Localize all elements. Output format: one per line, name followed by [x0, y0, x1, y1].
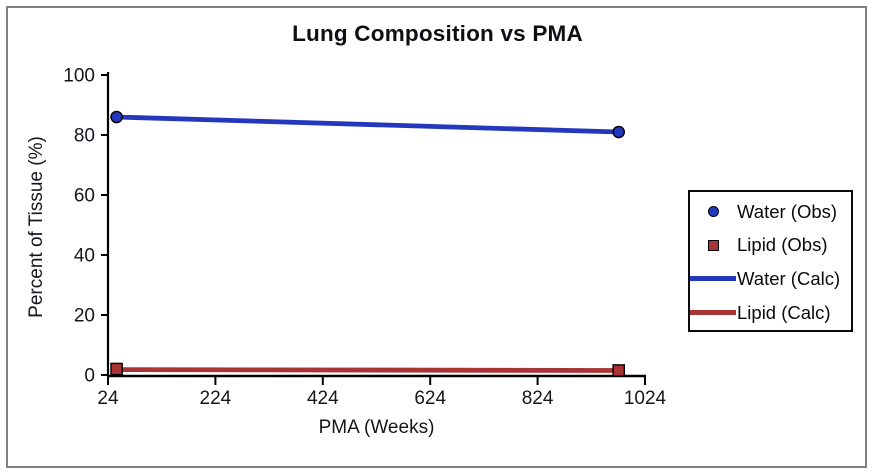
legend-item-water-calc: Water (Calc) — [690, 262, 851, 296]
x-tick-label: 624 — [414, 388, 446, 409]
y-axis-label: Percent of Tissue (%) — [26, 136, 47, 318]
legend-item-lipid-obs: Lipid (Obs) — [690, 229, 851, 263]
y-tick-label: 60 — [74, 186, 95, 207]
x-tick-label: 224 — [200, 388, 232, 409]
x-axis-label: PMA (Weeks) — [318, 417, 435, 438]
legend-line-swatch — [690, 276, 737, 282]
y-tick-label: 0 — [84, 366, 95, 387]
x-tick-label: 824 — [522, 388, 554, 409]
legend-line-swatch — [690, 310, 737, 316]
data-point-lipid-obs — [612, 364, 625, 377]
data-point-water-obs — [612, 125, 625, 139]
x-tick-label: 24 — [97, 388, 119, 409]
legend-label: Water (Calc) — [737, 267, 841, 289]
square-marker-icon — [708, 239, 719, 251]
legend-label: Lipid (Obs) — [737, 234, 828, 256]
legend-item-lipid-calc: Lipid (Calc) — [690, 296, 851, 330]
line-marker-icon — [690, 276, 736, 282]
x-tick-label: 424 — [307, 388, 339, 409]
legend-circle-icon — [690, 206, 737, 218]
x-tick-label: 1024 — [624, 388, 667, 409]
legend-item-water-obs: Water (Obs) — [690, 195, 851, 229]
legend-label: Lipid (Calc) — [737, 301, 831, 323]
chart-title: Lung Composition vs PMA — [292, 21, 583, 46]
series-line-water-calc — [114, 114, 622, 135]
legend-square-icon — [690, 239, 737, 251]
series-line-lipid-calc — [114, 367, 622, 373]
y-tick-label: 40 — [74, 246, 95, 267]
y-tick-label: 80 — [74, 126, 95, 147]
legend-box: Water (Obs) Lipid (Obs) Water (Calc) Lipid … — [688, 190, 853, 332]
data-point-water-obs — [110, 110, 123, 124]
y-tick-label: 100 — [63, 66, 95, 87]
line-marker-icon — [690, 310, 736, 316]
circle-marker-icon — [708, 206, 719, 218]
legend-label: Water (Obs) — [737, 200, 838, 222]
data-point-lipid-obs — [110, 362, 123, 376]
y-tick-label: 20 — [74, 306, 95, 327]
